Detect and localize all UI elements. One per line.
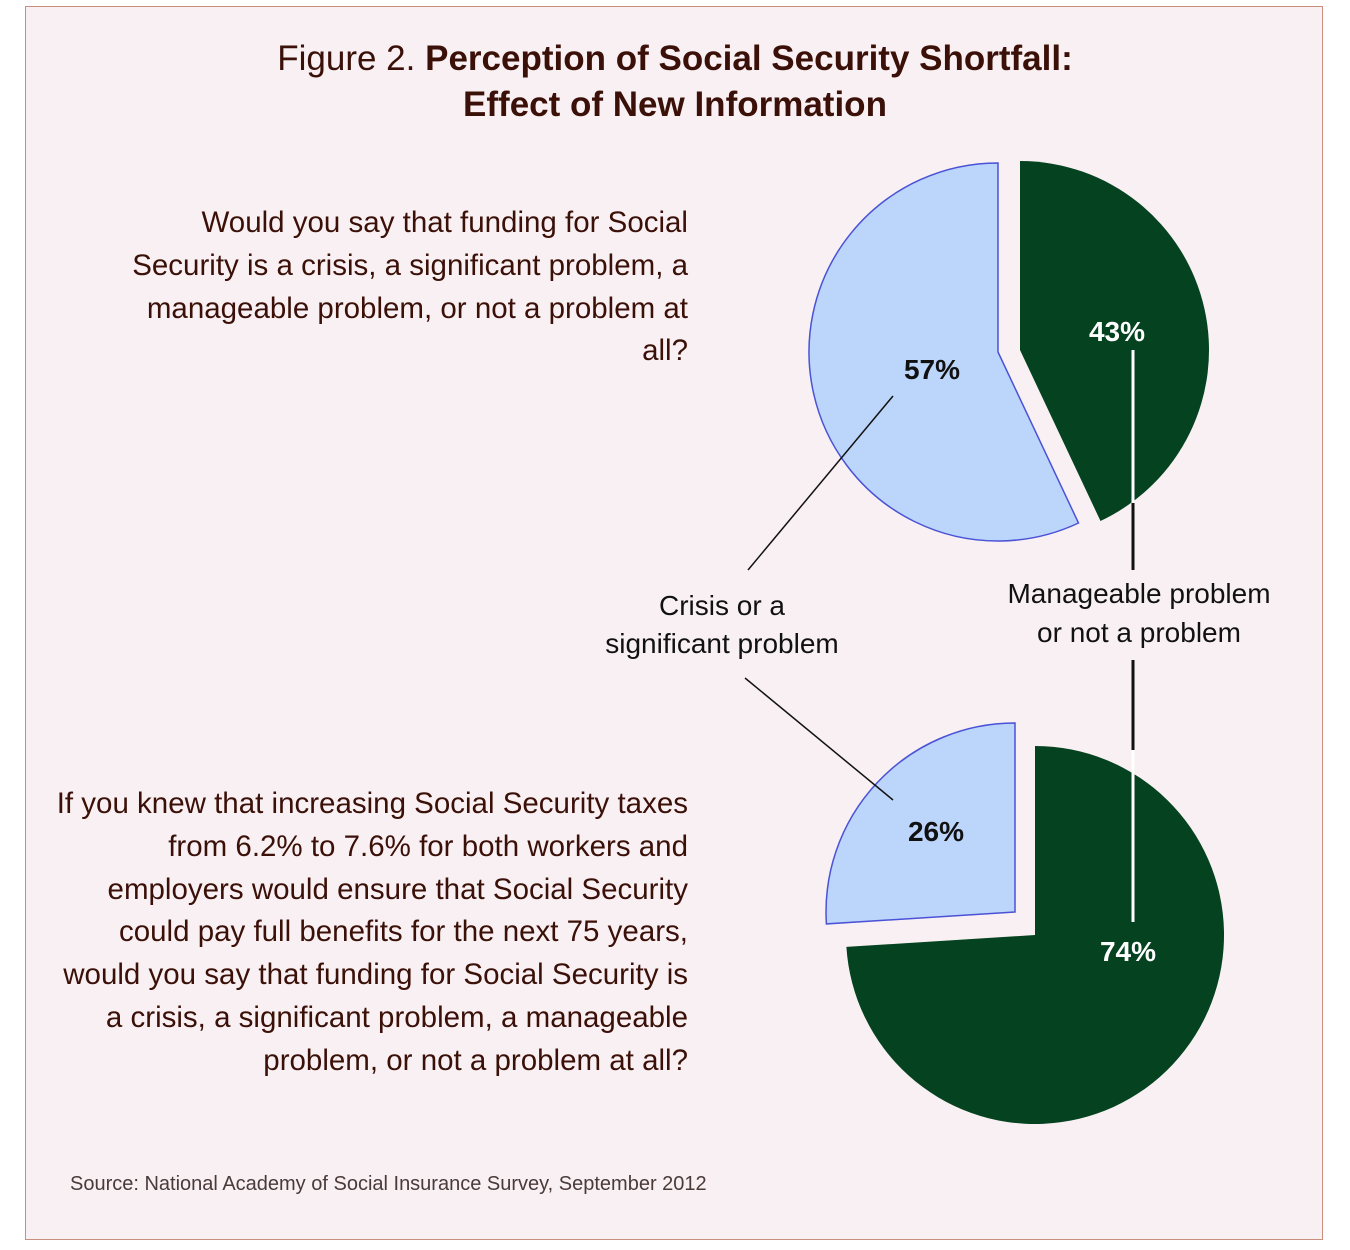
pie1-manageable-percent: 43% <box>1089 316 1145 347</box>
figure-title: Figure 2. Perception of Social Security … <box>0 36 1350 128</box>
label-crisis-line-1: Crisis or a <box>659 590 785 621</box>
label-manageable-line-1: Manageable problem <box>1007 578 1270 609</box>
label-manageable-line-2: or not a problem <box>1037 617 1241 648</box>
pie1-slice-crisis <box>808 162 1080 542</box>
question-2: If you knew that increasing Social Secur… <box>56 787 688 1077</box>
label-crisis-line-2: significant problem <box>605 628 838 659</box>
pie1-crisis-percent: 57% <box>904 354 960 385</box>
pie2-slice-manageable <box>846 745 1225 1125</box>
pie2-manageable-percent: 74% <box>1100 936 1156 967</box>
leader-line-crisis-bottom <box>744 677 894 801</box>
pie2-slice-crisis <box>825 722 1016 925</box>
leader-line-crisis-top <box>747 395 894 571</box>
figure-number: Figure 2. <box>277 39 416 78</box>
figure-title-line-1: Perception of Social Security Shortfall: <box>425 39 1073 78</box>
source-note: Source: National Academy of Social Insur… <box>70 1173 707 1195</box>
pie1-slice-manageable <box>1020 161 1210 521</box>
figure-title-line-2: Effect of New Information <box>463 85 887 124</box>
pie2-crisis-percent: 26% <box>908 816 964 847</box>
question-1: Would you say that funding for Social Se… <box>132 206 688 368</box>
